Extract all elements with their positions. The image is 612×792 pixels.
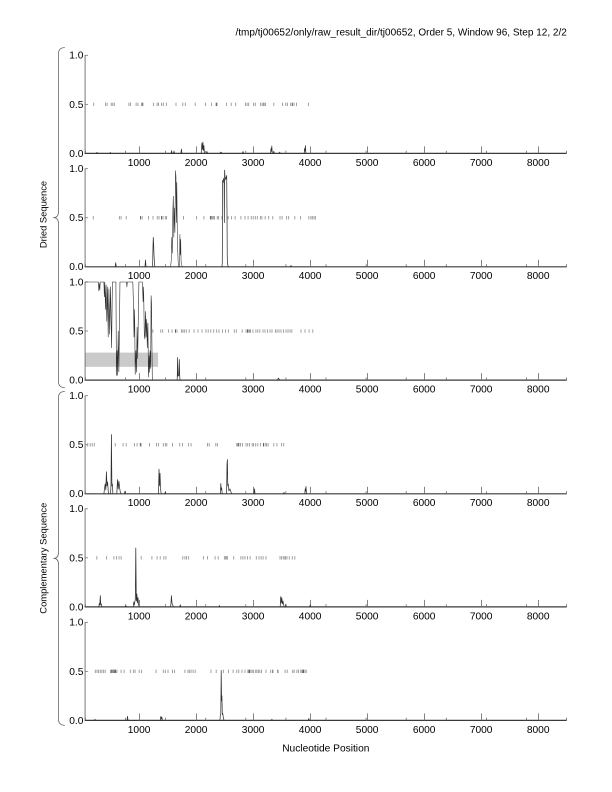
svg-text:6000: 6000: [413, 271, 436, 282]
svg-text:1000: 1000: [128, 158, 151, 169]
svg-text:4000: 4000: [299, 498, 322, 509]
svg-text:6000: 6000: [413, 611, 436, 622]
svg-text:1.0: 1.0: [69, 164, 83, 175]
svg-text:7000: 7000: [470, 271, 493, 282]
svg-text:3000: 3000: [242, 271, 265, 282]
svg-text:0.5: 0.5: [69, 213, 83, 224]
svg-text:Nucleotide Position: Nucleotide Position: [282, 743, 369, 754]
svg-text:1000: 1000: [128, 498, 151, 509]
svg-text:/tmp/tj00652/only/raw_result_d: /tmp/tj00652/only/raw_result_dir/tj00652…: [236, 27, 568, 38]
svg-text:6000: 6000: [413, 158, 436, 169]
svg-text:0.0: 0.0: [69, 716, 83, 727]
svg-text:1.0: 1.0: [69, 277, 83, 288]
svg-text:7000: 7000: [470, 158, 493, 169]
svg-text:2000: 2000: [185, 158, 208, 169]
svg-text:8000: 8000: [527, 611, 550, 622]
svg-text:8000: 8000: [527, 385, 550, 396]
svg-text:1.0: 1.0: [69, 391, 83, 402]
svg-text:5000: 5000: [356, 271, 379, 282]
svg-text:2000: 2000: [185, 725, 208, 736]
svg-text:0.5: 0.5: [69, 100, 83, 111]
svg-text:3000: 3000: [242, 725, 265, 736]
svg-text:3000: 3000: [242, 611, 265, 622]
svg-text:0.5: 0.5: [69, 326, 83, 337]
svg-text:1.0: 1.0: [69, 51, 83, 62]
svg-text:1000: 1000: [128, 385, 151, 396]
svg-text:4000: 4000: [299, 725, 322, 736]
svg-text:7000: 7000: [470, 498, 493, 509]
svg-text:Complementary Sequence: Complementary Sequence: [38, 503, 49, 614]
svg-text:0.0: 0.0: [69, 376, 83, 387]
svg-text:2000: 2000: [185, 271, 208, 282]
svg-text:4000: 4000: [299, 158, 322, 169]
svg-text:0.0: 0.0: [69, 149, 83, 160]
svg-text:0.5: 0.5: [69, 553, 83, 564]
svg-text:6000: 6000: [413, 385, 436, 396]
svg-text:5000: 5000: [356, 498, 379, 509]
svg-text:4000: 4000: [299, 271, 322, 282]
svg-text:2000: 2000: [185, 498, 208, 509]
svg-text:3000: 3000: [242, 158, 265, 169]
svg-text:4000: 4000: [299, 611, 322, 622]
svg-text:0.5: 0.5: [69, 667, 83, 678]
svg-text:5000: 5000: [356, 385, 379, 396]
svg-text:0.0: 0.0: [69, 489, 83, 500]
svg-text:7000: 7000: [470, 385, 493, 396]
svg-text:2000: 2000: [185, 611, 208, 622]
svg-text:1000: 1000: [128, 725, 151, 736]
svg-text:0.5: 0.5: [69, 440, 83, 451]
svg-text:7000: 7000: [470, 611, 493, 622]
svg-text:5000: 5000: [356, 611, 379, 622]
svg-text:Dried Sequence: Dried Sequence: [38, 181, 49, 248]
svg-text:1.0: 1.0: [69, 618, 83, 629]
svg-text:3000: 3000: [242, 498, 265, 509]
svg-text:1000: 1000: [128, 611, 151, 622]
svg-text:4000: 4000: [299, 385, 322, 396]
svg-text:6000: 6000: [413, 498, 436, 509]
svg-text:8000: 8000: [527, 498, 550, 509]
svg-text:6000: 6000: [413, 725, 436, 736]
svg-text:2000: 2000: [185, 385, 208, 396]
svg-text:0.0: 0.0: [69, 262, 83, 273]
svg-text:8000: 8000: [527, 158, 550, 169]
svg-text:5000: 5000: [356, 158, 379, 169]
svg-text:0.0: 0.0: [69, 602, 83, 613]
svg-text:8000: 8000: [527, 271, 550, 282]
svg-text:7000: 7000: [470, 725, 493, 736]
svg-text:5000: 5000: [356, 725, 379, 736]
svg-text:3000: 3000: [242, 385, 265, 396]
svg-text:8000: 8000: [527, 725, 550, 736]
svg-text:1000: 1000: [128, 271, 151, 282]
svg-text:1.0: 1.0: [69, 504, 83, 515]
